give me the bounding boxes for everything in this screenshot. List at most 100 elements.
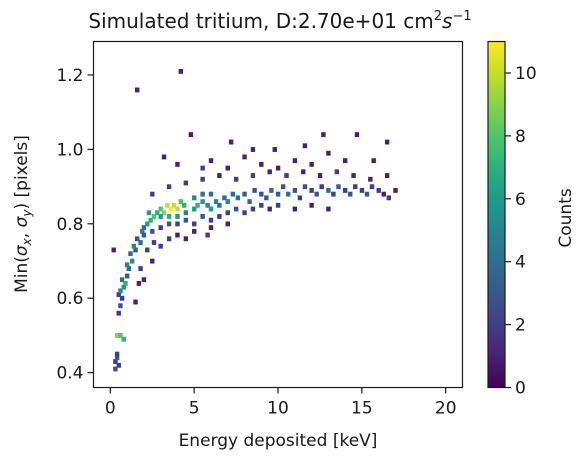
heatmap-cell <box>158 214 163 219</box>
heatmap-cell <box>342 158 348 164</box>
heatmap-cell <box>267 169 272 175</box>
chart-title-sup-1: 2 <box>434 9 442 24</box>
heatmap-cell <box>331 191 336 197</box>
heatmap-cell <box>183 180 189 186</box>
heatmap-cell <box>181 202 187 208</box>
heatmap-cell <box>250 147 256 152</box>
heatmap-cell <box>336 184 341 190</box>
heatmap-cell <box>183 236 189 242</box>
heatmap-cell <box>192 195 197 201</box>
chart-title: Simulated tritium, D:2.70e+01 cm2s−1 <box>88 9 471 33</box>
heatmap-cell <box>168 206 173 212</box>
heatmap-cell <box>200 176 205 182</box>
heatmap-cells <box>111 68 398 372</box>
heatmap-cell <box>267 206 272 212</box>
heatmap-cell <box>321 132 326 138</box>
heatmap-cell <box>175 221 180 227</box>
heatmap-cell <box>353 184 358 190</box>
heatmap-cell <box>217 202 222 208</box>
heatmap-cell <box>354 132 360 138</box>
heatmap-cell <box>118 333 123 338</box>
heatmap-cell <box>175 232 180 238</box>
heatmap-cell <box>155 210 160 216</box>
heatmap-cell <box>166 184 172 190</box>
heatmap-cell <box>233 206 239 212</box>
x-tick-label: 15 <box>351 399 373 419</box>
heatmap-cell <box>200 199 205 204</box>
heatmap-cell <box>342 187 348 193</box>
heatmap-cell <box>371 158 376 164</box>
heatmap-cell <box>161 210 167 216</box>
heatmap-cell <box>150 191 155 197</box>
colorbar-tick-label: 6 <box>515 190 526 210</box>
heatmap-cell <box>113 359 118 364</box>
y-axis-label-pre: Min( <box>12 256 32 293</box>
heatmap-cell <box>116 292 121 298</box>
heatmap-cell <box>178 199 184 204</box>
heatmap-cell <box>381 191 386 197</box>
x-tick-label: 0 <box>105 399 116 419</box>
heatmap-cell <box>259 202 264 208</box>
heatmap-cell <box>128 251 133 257</box>
heatmap-cell <box>158 243 163 249</box>
heatmap-cell <box>146 210 152 216</box>
colorbar-tick-label: 8 <box>515 127 526 147</box>
heatmap-cell <box>141 232 147 238</box>
heatmap-cell <box>359 187 365 193</box>
chart-title-sup-2: −1 <box>452 9 471 24</box>
heatmap-cell <box>175 161 180 167</box>
heatmap-cell <box>309 202 314 208</box>
heatmap-cell <box>116 310 121 316</box>
heatmap-cell <box>135 87 140 93</box>
heatmap-cell <box>116 362 121 368</box>
heatmap-cell <box>208 206 214 212</box>
y-tick-label: 0.6 <box>56 289 83 309</box>
chart-title-main: Simulated tritium, D:2.70e+01 cm <box>88 9 433 33</box>
heatmap-cell <box>302 143 308 149</box>
heatmap-cell <box>135 236 140 242</box>
heatmap-cell <box>309 161 314 167</box>
heatmap-cell <box>225 210 230 216</box>
heatmap-cell <box>242 154 247 160</box>
heatmap-cell <box>114 355 120 361</box>
heatmap-cell <box>272 147 277 152</box>
heatmap-cell <box>309 187 314 193</box>
heatmap-cell <box>188 132 194 138</box>
heatmap-cell <box>141 225 147 231</box>
heatmap-cell <box>225 165 230 171</box>
heatmap-cell <box>192 221 197 227</box>
heatmap-cell <box>269 187 274 193</box>
heatmap-cell <box>131 243 137 249</box>
heatmap-cell <box>292 158 298 164</box>
heatmap-cell <box>192 206 197 212</box>
heatmap-cell <box>275 191 281 197</box>
heatmap-cell <box>217 173 222 178</box>
heatmap-cell <box>150 228 155 234</box>
y-tick-label: 0.8 <box>56 215 83 235</box>
heatmap-cell <box>148 217 153 223</box>
heatmap-cell <box>208 158 214 164</box>
heatmap-cell <box>242 210 247 216</box>
y-axis-label-sigma-x: σ <box>12 244 32 256</box>
heatmap-cell <box>114 351 120 357</box>
heatmap-cell <box>124 262 130 268</box>
heatmap-cell <box>151 240 157 245</box>
heatmap-cell <box>175 214 180 219</box>
heatmap-cell <box>285 191 291 197</box>
heatmap-cell <box>292 187 298 193</box>
heatmap-cell <box>225 199 230 204</box>
heatmap-cell <box>136 281 142 286</box>
y-tick-label: 1.0 <box>56 140 83 160</box>
heatmap-cell <box>158 206 163 212</box>
heatmap-cell <box>145 221 150 227</box>
heatmap-cell <box>384 139 390 145</box>
heatmap-cell <box>208 217 214 223</box>
colorbar-tick-label: 0 <box>515 379 526 399</box>
heatmap-cell <box>138 240 143 245</box>
heatmap-cell <box>126 266 132 271</box>
heatmap-cell <box>145 247 150 253</box>
heatmap-cell <box>113 366 118 372</box>
x-axis: 0 5 10 15 20 <box>105 387 457 419</box>
heatmap-cell <box>140 228 145 234</box>
heatmap-cell <box>121 336 126 342</box>
